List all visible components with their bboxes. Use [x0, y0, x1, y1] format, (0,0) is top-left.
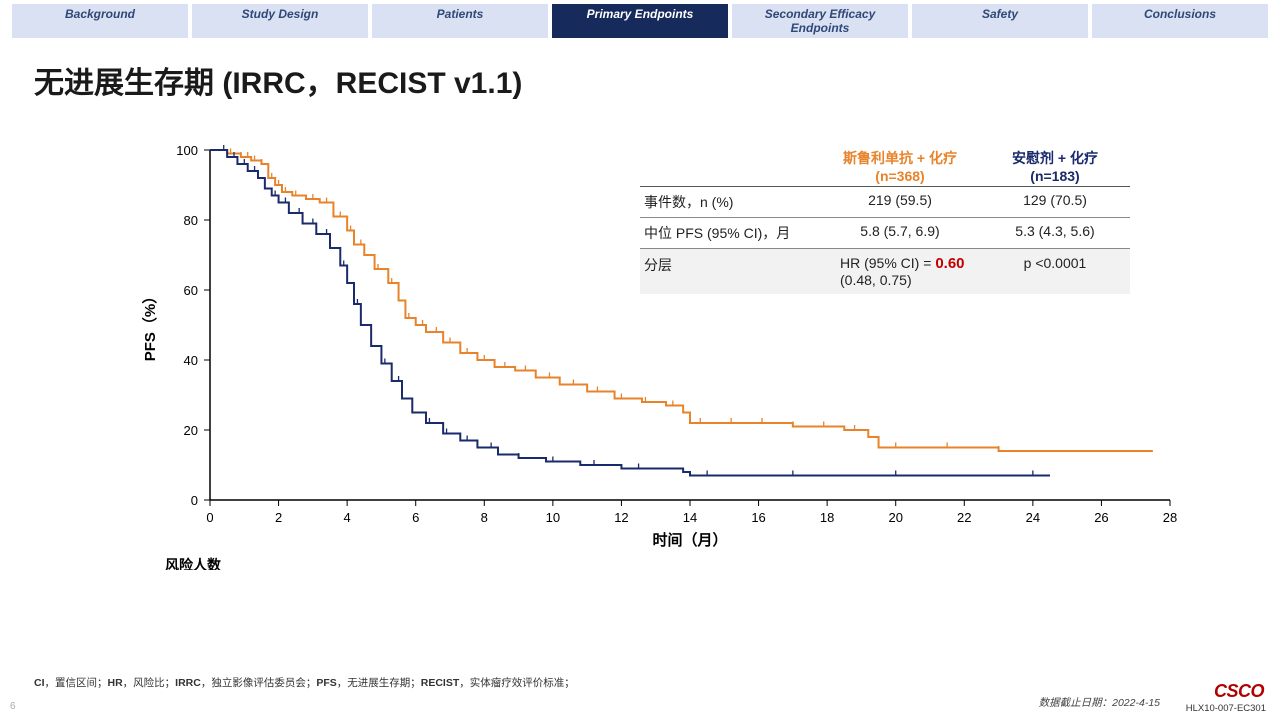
tab-safety[interactable]: Safety	[912, 4, 1088, 38]
svg-text:0: 0	[191, 493, 198, 508]
tab-study-design[interactable]: Study Design	[192, 4, 368, 38]
km-chart: 0204060801000246810121416182022242628PFS…	[0, 100, 1280, 570]
svg-text:60: 60	[184, 283, 198, 298]
svg-text:12: 12	[614, 510, 628, 525]
svg-text:26: 26	[1094, 510, 1108, 525]
svg-text:时间（月）: 时间（月）	[652, 531, 727, 549]
arm2-header: 安慰剂 + 化疗 (n=183)	[980, 148, 1130, 184]
tab-secondary-efficacy-endpoints[interactable]: Secondary Efficacy Endpoints	[732, 4, 908, 38]
tab-background[interactable]: Background	[12, 4, 188, 38]
tab-bar: BackgroundStudy DesignPatientsPrimary En…	[0, 0, 1280, 38]
svg-text:18: 18	[820, 510, 834, 525]
svg-text:100: 100	[176, 143, 198, 158]
svg-text:PFS（%）: PFS（%）	[141, 289, 159, 362]
page-title: 无进展生存期 (IRRC，RECIST v1.1)	[0, 38, 1280, 108]
stats-row: 中位 PFS (95% CI)，月5.8 (5.7, 6.9)5.3 (4.3,…	[640, 218, 1130, 249]
svg-text:22: 22	[957, 510, 971, 525]
svg-text:6: 6	[412, 510, 419, 525]
svg-text:4: 4	[344, 510, 351, 525]
svg-text:28: 28	[1163, 510, 1177, 525]
svg-text:0: 0	[206, 510, 213, 525]
svg-text:风险人数: 风险人数	[165, 557, 222, 570]
tab-conclusions[interactable]: Conclusions	[1092, 4, 1268, 38]
hr-row: 分层 HR (95% CI) = 0.60 (0.48, 0.75) p <0.…	[640, 249, 1130, 294]
tab-primary-endpoints[interactable]: Primary Endpoints	[552, 4, 728, 38]
svg-text:24: 24	[1026, 510, 1040, 525]
svg-text:10: 10	[546, 510, 560, 525]
svg-text:2: 2	[275, 510, 282, 525]
stats-row: 事件数，n (%)219 (59.5)129 (70.5)	[640, 187, 1130, 218]
stats-table: 斯鲁利单抗 + 化疗 (n=368) 安慰剂 + 化疗 (n=183) 事件数，…	[640, 148, 1130, 294]
svg-text:16: 16	[751, 510, 765, 525]
svg-text:8: 8	[481, 510, 488, 525]
trial-id: HLX10-007-EC301	[1186, 703, 1266, 714]
logo: CSCO	[1214, 681, 1264, 702]
cutoff-date: 数据截止日期：2022-4-15	[1039, 695, 1160, 710]
page-number: 6	[10, 701, 16, 712]
svg-text:14: 14	[683, 510, 697, 525]
svg-text:20: 20	[184, 423, 198, 438]
svg-text:20: 20	[888, 510, 902, 525]
svg-text:80: 80	[184, 213, 198, 228]
tab-patients[interactable]: Patients	[372, 4, 548, 38]
footnote: CI，置信区间；HR，风险比；IRRC，独立影像评估委员会；PFS，无进展生存期…	[34, 675, 575, 690]
arm1-header: 斯鲁利单抗 + 化疗 (n=368)	[820, 148, 980, 184]
svg-text:40: 40	[184, 353, 198, 368]
